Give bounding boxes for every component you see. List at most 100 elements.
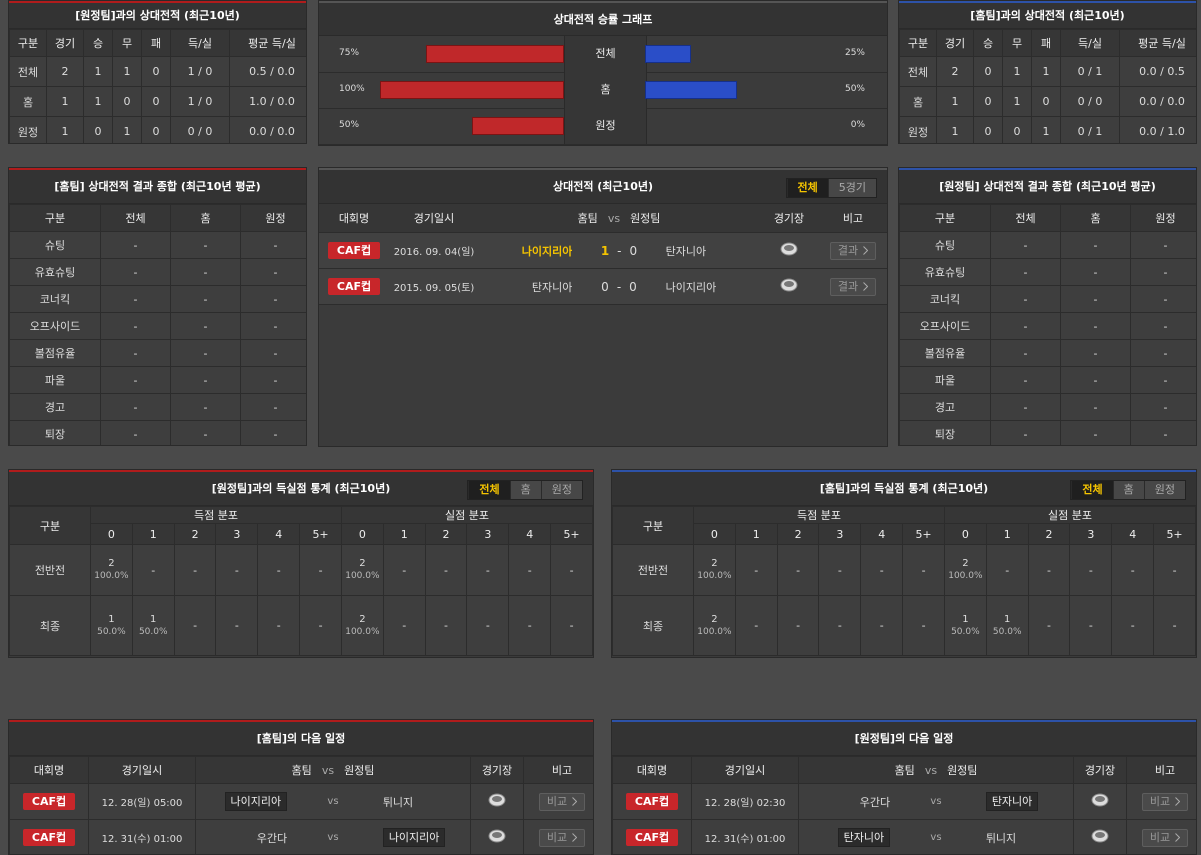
panel-title: [원정팀]의 다음 일정 bbox=[612, 720, 1196, 756]
cell: 1 50.0% bbox=[131, 595, 175, 656]
header-row: 구분 경기 승 무 패 득/실 평균 득/실 bbox=[9, 29, 306, 57]
cell: - bbox=[734, 595, 778, 656]
note-cell: 비교 bbox=[1126, 819, 1196, 854]
column-header: 득/실 bbox=[170, 29, 230, 57]
cell: 0 bbox=[973, 56, 1003, 87]
bucket-header: 1 bbox=[131, 523, 175, 545]
stadium-cell bbox=[1073, 819, 1127, 854]
panel-title: [홈팀] 상대전적 결과 종합 (최근10년 평균) bbox=[9, 168, 306, 204]
data-row: 전반전 2 100.0% - - - - -2 100.0% - - - - - bbox=[9, 544, 593, 596]
cell: - bbox=[131, 544, 175, 596]
button[interactable]: 결과 bbox=[829, 277, 877, 296]
vs-label: vs bbox=[287, 819, 379, 854]
cell: 2 bbox=[46, 56, 84, 87]
bucket-header: 3 bbox=[818, 523, 862, 545]
cell: 0 / 1 bbox=[1060, 116, 1120, 143]
panel: [홈팀] 상대전적 결과 종합 (최근10년 평균) 구분 전체 홈 원정 슈팅 - - - 유효… bbox=[8, 167, 307, 446]
vs-label: vs bbox=[607, 212, 621, 225]
button-text: 비교 bbox=[1149, 794, 1171, 808]
home-team: 나이지리아 bbox=[224, 792, 288, 811]
data-row: 경고 - - - bbox=[899, 393, 1196, 421]
column-header-part: 홈팀 bbox=[577, 212, 598, 225]
cell: - bbox=[734, 544, 778, 596]
cell: 0 bbox=[973, 116, 1003, 143]
title-text: 상대전적 승률 그래프 bbox=[553, 13, 653, 26]
match-row: CAF컵 2015. 09. 05(토) 탄자니아 0-0 나이지리아 결과 bbox=[319, 268, 887, 305]
data-table: 구분 전체 홈 원정 슈팅 - - - 유효슈팅 - - - 코너킥 - - - 오프사이드 - - - 볼점유율 - - -… bbox=[9, 204, 306, 445]
column-header: 홈 bbox=[170, 204, 241, 232]
cell: 1 bbox=[936, 86, 974, 117]
cell: 1 / 0 bbox=[170, 56, 230, 87]
stadium-cell bbox=[759, 232, 819, 269]
tab[interactable]: 전체 bbox=[786, 179, 828, 197]
tab[interactable]: 홈 bbox=[1112, 481, 1144, 499]
away-team: 탄자니아 bbox=[985, 792, 1039, 811]
cell: 2 100.0% bbox=[340, 595, 384, 656]
row-label: 전반전 bbox=[9, 544, 91, 596]
bucket-header: 0 bbox=[693, 523, 736, 545]
percent: 100.0% bbox=[94, 571, 129, 581]
count: 2 bbox=[359, 613, 366, 625]
cell: 1 bbox=[83, 86, 113, 117]
button[interactable]: 비교 bbox=[1141, 828, 1189, 847]
button[interactable]: 결과 bbox=[829, 241, 877, 260]
away-team-cell: 나이지리아 bbox=[378, 819, 471, 854]
cell: - bbox=[990, 366, 1061, 394]
cell: 0 bbox=[112, 86, 142, 117]
column-header: 원정 bbox=[240, 204, 306, 232]
match-table: 대회명 경기일시 홈팀 vs 원정팀 경기장 비고 CAF컵 2016. 09. 04(일) 나이… bbox=[319, 204, 887, 305]
chevron-icon bbox=[572, 797, 578, 806]
column-header: 승 bbox=[83, 29, 113, 57]
match-datetime: 12. 31(수) 01:00 bbox=[88, 819, 196, 854]
data-row: 슈팅 - - - bbox=[899, 231, 1196, 259]
row-label: 파울 bbox=[899, 366, 991, 394]
cell: 1 bbox=[1031, 56, 1061, 87]
data-row: 유효슈팅 - - - bbox=[9, 258, 306, 286]
cell: - bbox=[1069, 595, 1113, 656]
header-row: 대회명 경기일시 홈팀 vs 원정팀 경기장 비고 bbox=[612, 756, 1196, 784]
title-text: 상대전적 (최근10년) bbox=[552, 180, 654, 193]
tab[interactable]: 5경기 bbox=[827, 179, 876, 197]
tab[interactable]: 원정 bbox=[1143, 481, 1185, 499]
title-text: [원정팀]의 다음 일정 bbox=[854, 732, 954, 745]
button[interactable]: 비교 bbox=[1141, 792, 1189, 811]
graph-row: 75% 전체 25% bbox=[319, 36, 887, 73]
row-label: 유효슈팅 bbox=[9, 258, 101, 286]
cell: 1 bbox=[1031, 116, 1061, 143]
tab[interactable]: 전체 bbox=[1071, 481, 1113, 499]
tab[interactable]: 원정 bbox=[540, 481, 582, 499]
column-header: 홈팀 vs 원정팀 bbox=[479, 204, 759, 233]
home-bar bbox=[472, 117, 564, 135]
column-header: 무 bbox=[1002, 29, 1032, 57]
cell: 1 50.0% bbox=[90, 595, 133, 656]
column-header: 홈팀 vs 원정팀 bbox=[798, 756, 1074, 784]
column-header-part: 홈팀 bbox=[894, 764, 915, 777]
cell: - bbox=[1060, 312, 1131, 340]
bucket-header: 5+ bbox=[550, 523, 593, 545]
cell: - bbox=[1130, 393, 1196, 421]
cell: - bbox=[1060, 231, 1131, 259]
button[interactable]: 비교 bbox=[538, 828, 586, 847]
away-bar bbox=[645, 45, 691, 63]
cell: - bbox=[902, 544, 945, 596]
row-label: 퇴장 bbox=[899, 420, 991, 445]
tab[interactable]: 홈 bbox=[509, 481, 541, 499]
data-row: 퇴장 - - - bbox=[9, 420, 306, 445]
button[interactable]: 비교 bbox=[538, 792, 586, 811]
cell: - bbox=[170, 366, 241, 394]
cell: - bbox=[100, 339, 171, 367]
button-text: 비교 bbox=[1149, 830, 1171, 844]
home-team: 나이지리아 bbox=[479, 232, 573, 269]
header-row: 대회명 경기일시 홈팀 vs 원정팀 경기장 비고 bbox=[9, 756, 593, 784]
tab[interactable]: 전체 bbox=[468, 481, 510, 499]
data-row: 최종 1 50.0% 1 50.0% - - - -2 100.0% - - - - - bbox=[9, 595, 593, 656]
bucket-header: 0 bbox=[90, 523, 133, 545]
data-row: 슈팅 - - - bbox=[9, 231, 306, 259]
data-row: 퇴장 - - - bbox=[899, 420, 1196, 445]
home-rate-label: 50% bbox=[339, 120, 360, 130]
cell: 1 bbox=[112, 116, 142, 143]
cell: - bbox=[257, 595, 301, 656]
match-row: CAF컵 12. 28(일) 02:30 우간다 vs 탄자니아 비교 bbox=[612, 783, 1196, 820]
count: 2 bbox=[962, 558, 969, 569]
